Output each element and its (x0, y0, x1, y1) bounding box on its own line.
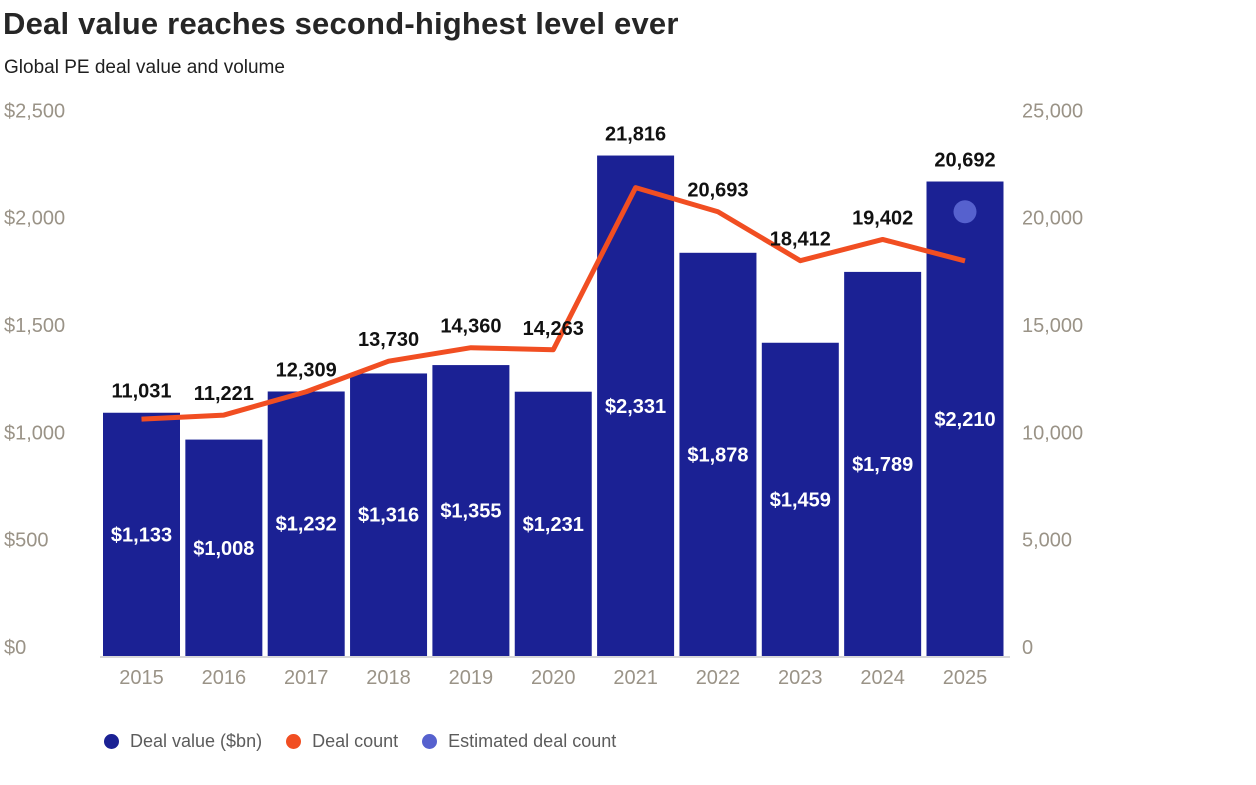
left-axis-tick-1: $500 (4, 530, 49, 552)
x-axis-label-2016: 2016 (202, 667, 247, 689)
bar-2016 (185, 439, 263, 656)
deal-count-label-2022: 20,693 (687, 180, 748, 202)
x-axis-label-2023: 2023 (778, 667, 823, 689)
bar-value-label-2023: $1,459 (770, 489, 831, 511)
right-axis-tick-4: 20,000 (1022, 208, 1083, 230)
legend-item-deal-count: Deal count (286, 731, 398, 752)
bar-2017 (267, 391, 345, 656)
estimated-deal-count-swatch-icon (422, 734, 438, 749)
bar-2022 (679, 252, 757, 656)
deal-count-label-2025: 20,692 (934, 150, 995, 172)
legend-label-deal-count: Deal count (312, 731, 399, 751)
bar-2023 (761, 342, 839, 656)
right-axis-tick-3: 15,000 (1022, 315, 1083, 337)
legend-label-estimated-deal-count: Estimated deal count (448, 731, 617, 751)
x-axis-label-2022: 2022 (696, 667, 741, 689)
bar-value-label-2018: $1,316 (358, 505, 419, 527)
left-axis-tick-0: $0 (4, 637, 26, 659)
x-axis-label-2021: 2021 (613, 667, 658, 689)
bar-2018 (350, 373, 428, 656)
x-axis-label-2019: 2019 (449, 667, 494, 689)
deal-count-swatch-icon (286, 734, 302, 749)
bar-value-label-2015: $1,133 (111, 524, 172, 546)
left-axis-tick-5: $2,500 (4, 100, 65, 122)
left-axis-tick-3: $1,500 (4, 315, 65, 337)
right-axis-tick-0: 0 (1022, 637, 1033, 659)
page-title: Deal value reaches second-highest level … (3, 6, 679, 41)
right-axis-tick-2: 10,000 (1022, 422, 1083, 444)
left-axis-tick-2: $1,000 (4, 422, 65, 444)
bar-value-label-2024: $1,789 (852, 454, 913, 476)
x-axis-label-2024: 2024 (860, 667, 905, 689)
bar-2024 (844, 271, 922, 656)
legend-item-deal-value: Deal value ($bn) (104, 731, 262, 752)
x-axis-label-2015: 2015 (119, 667, 164, 689)
left-axis-tick-4: $2,000 (4, 208, 65, 230)
bar-2019 (432, 365, 510, 656)
bar-value-label-2022: $1,878 (687, 444, 748, 466)
deal-count-label-2018: 13,730 (358, 329, 419, 351)
deal-count-label-2020: 14,263 (523, 318, 584, 340)
right-axis-tick-5: 25,000 (1022, 100, 1083, 122)
deal-count-line (141, 185, 966, 422)
bar-value-label-2017: $1,232 (276, 514, 337, 536)
x-axis-label-2018: 2018 (366, 667, 411, 689)
legend-label-deal-value: Deal value ($bn) (130, 731, 263, 751)
deal-count-label-2017: 12,309 (276, 359, 337, 381)
bar-value-label-2019: $1,355 (440, 501, 501, 523)
deal-count-label-2015: 11,031 (111, 381, 171, 403)
bar-value-label-2021: $2,331 (605, 396, 666, 418)
bar-value-label-2020: $1,231 (523, 514, 584, 536)
bar-value-label-2016: $1,008 (193, 538, 254, 560)
right-axis-tick-1: 5,000 (1022, 530, 1072, 552)
bar-2015 (103, 412, 180, 656)
x-axis-label-2017: 2017 (284, 667, 329, 689)
bar-value-label-2025: $2,210 (934, 409, 995, 431)
deal-count-label-2019: 14,360 (440, 316, 501, 338)
deal-value-swatch-icon (104, 734, 119, 749)
chart-legend: Deal value ($bn) Deal count Estimated de… (104, 731, 616, 752)
deal-count-label-2023: 18,412 (770, 229, 831, 251)
deal-count-label-2016: 11,221 (194, 383, 254, 405)
page-subtitle: Global PE deal value and volume (4, 57, 285, 78)
x-axis-label-2025: 2025 (943, 667, 988, 689)
x-axis-label-2020: 2020 (531, 667, 576, 689)
deal-count-label-2021: 21,816 (605, 124, 666, 146)
legend-item-estimated-deal-count: Estimated deal count (422, 731, 616, 752)
deal-count-label-2024: 19,402 (852, 207, 913, 229)
estimated-deal-count-dot (953, 200, 977, 224)
bar-2020 (514, 391, 592, 656)
